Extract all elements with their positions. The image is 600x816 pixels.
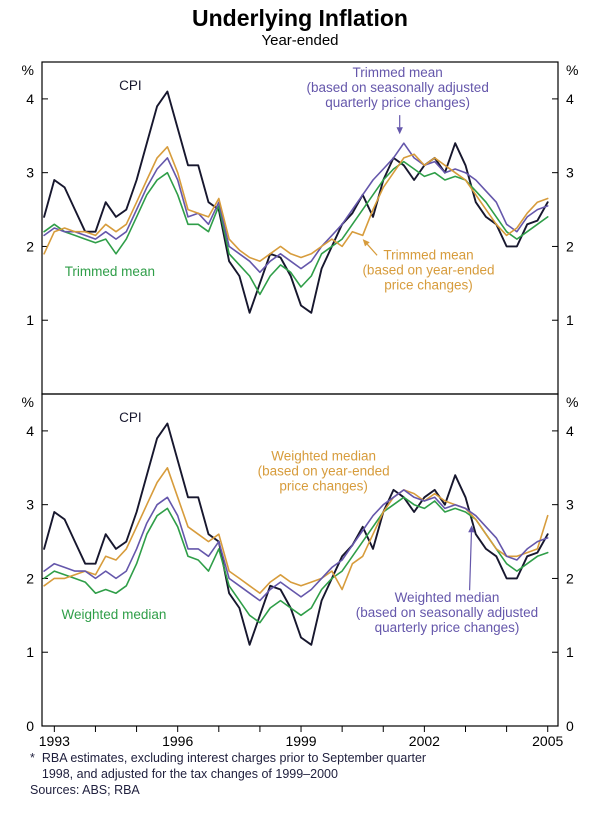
y-tick-label: 3 bbox=[566, 497, 574, 513]
y-tick-label: 1 bbox=[26, 644, 34, 660]
y-tick-label: 2 bbox=[26, 238, 34, 254]
footnote-line1: RBA estimates, excluding interest charge… bbox=[41, 751, 427, 765]
y-tick-label: 2 bbox=[26, 570, 34, 586]
y-tick-label: 1 bbox=[26, 312, 34, 328]
annotation-arrowhead bbox=[362, 239, 370, 247]
annotation-arrowhead bbox=[468, 525, 475, 533]
annotation-label: (based on year-ended bbox=[258, 463, 390, 478]
y-unit-label: % bbox=[566, 62, 578, 78]
y-tick-label: 4 bbox=[566, 91, 574, 107]
y-tick-label: 1 bbox=[566, 644, 574, 660]
series-cpi bbox=[43, 90, 549, 314]
figure-page: Underlying Inflation Year-ended 1 1 2 2 3 3 4 4… bbox=[0, 4, 600, 797]
chart-subtitle: Year-ended bbox=[261, 32, 339, 49]
series-weighted-median bbox=[43, 496, 549, 624]
annotation-label: Weighted median bbox=[271, 448, 376, 463]
y-tick-label: 4 bbox=[26, 91, 34, 107]
y-tick-label: 4 bbox=[566, 423, 574, 439]
annotation-arrow bbox=[366, 243, 378, 256]
y-unit-label: % bbox=[22, 394, 34, 410]
annotation-arrow bbox=[469, 532, 473, 591]
annotation-label: (based on seasonally adjusted bbox=[306, 80, 488, 95]
series-trimmed-mean-year-ended- bbox=[43, 146, 549, 262]
y-zero-label: 0 bbox=[566, 718, 574, 734]
y-tick-label: 2 bbox=[566, 238, 574, 254]
x-tick-label: 1996 bbox=[162, 733, 193, 749]
annotation-label: Trimmed mean bbox=[383, 248, 473, 263]
annotation-label: CPI bbox=[119, 410, 142, 425]
sources-note: Sources: ABS; RBA bbox=[30, 783, 140, 797]
annotation-label: quarterly price changes) bbox=[325, 95, 470, 110]
annotation-label: quarterly price changes) bbox=[375, 620, 520, 635]
x-tick-label: 2002 bbox=[409, 733, 440, 749]
y-unit-label: % bbox=[566, 394, 578, 410]
y-zero-label: 0 bbox=[26, 718, 34, 734]
series-weighted-median-seasonally-adjusted-quarterly- bbox=[43, 489, 549, 602]
y-tick-label: 3 bbox=[566, 165, 574, 181]
annotation-label: Trimmed mean bbox=[353, 65, 443, 80]
annotation-label: (based on year-ended bbox=[362, 263, 494, 278]
y-tick-label: 4 bbox=[26, 423, 34, 439]
annotation-label: (based on seasonally adjusted bbox=[356, 605, 538, 620]
y-tick-label: 1 bbox=[566, 312, 574, 328]
x-tick-label: 2005 bbox=[532, 733, 563, 749]
annotation-label: price changes) bbox=[384, 278, 473, 293]
series-cpi bbox=[43, 422, 549, 646]
chart-title: Underlying Inflation bbox=[192, 5, 408, 31]
annotation-label: CPI bbox=[119, 78, 142, 93]
footnote-text: RBA estimates, excluding interest charge… bbox=[42, 750, 426, 782]
y-tick-label: 3 bbox=[26, 165, 34, 181]
x-tick-label: 1999 bbox=[285, 733, 316, 749]
footnote-line2: 1998, and adjusted for the tax changes o… bbox=[41, 767, 338, 781]
annotation-arrowhead bbox=[396, 127, 403, 135]
panel-frame bbox=[41, 61, 559, 395]
y-tick-label: 3 bbox=[26, 497, 34, 513]
annotation-label: Weighted median bbox=[395, 590, 500, 605]
series-trimmed-mean-seasonally-adjusted-quarterly- bbox=[43, 142, 549, 274]
annotation-label: Weighted median bbox=[62, 607, 167, 622]
y-tick-label: 2 bbox=[566, 570, 574, 586]
y-unit-label: % bbox=[22, 62, 34, 78]
footnote: * RBA estimates, excluding interest char… bbox=[30, 750, 600, 782]
panel-frame bbox=[41, 393, 559, 727]
x-tick-label: 1993 bbox=[39, 733, 70, 749]
annotation-label: Trimmed mean bbox=[65, 264, 155, 279]
annotation-label: price changes) bbox=[279, 478, 368, 493]
footnote-marker: * bbox=[30, 751, 35, 765]
